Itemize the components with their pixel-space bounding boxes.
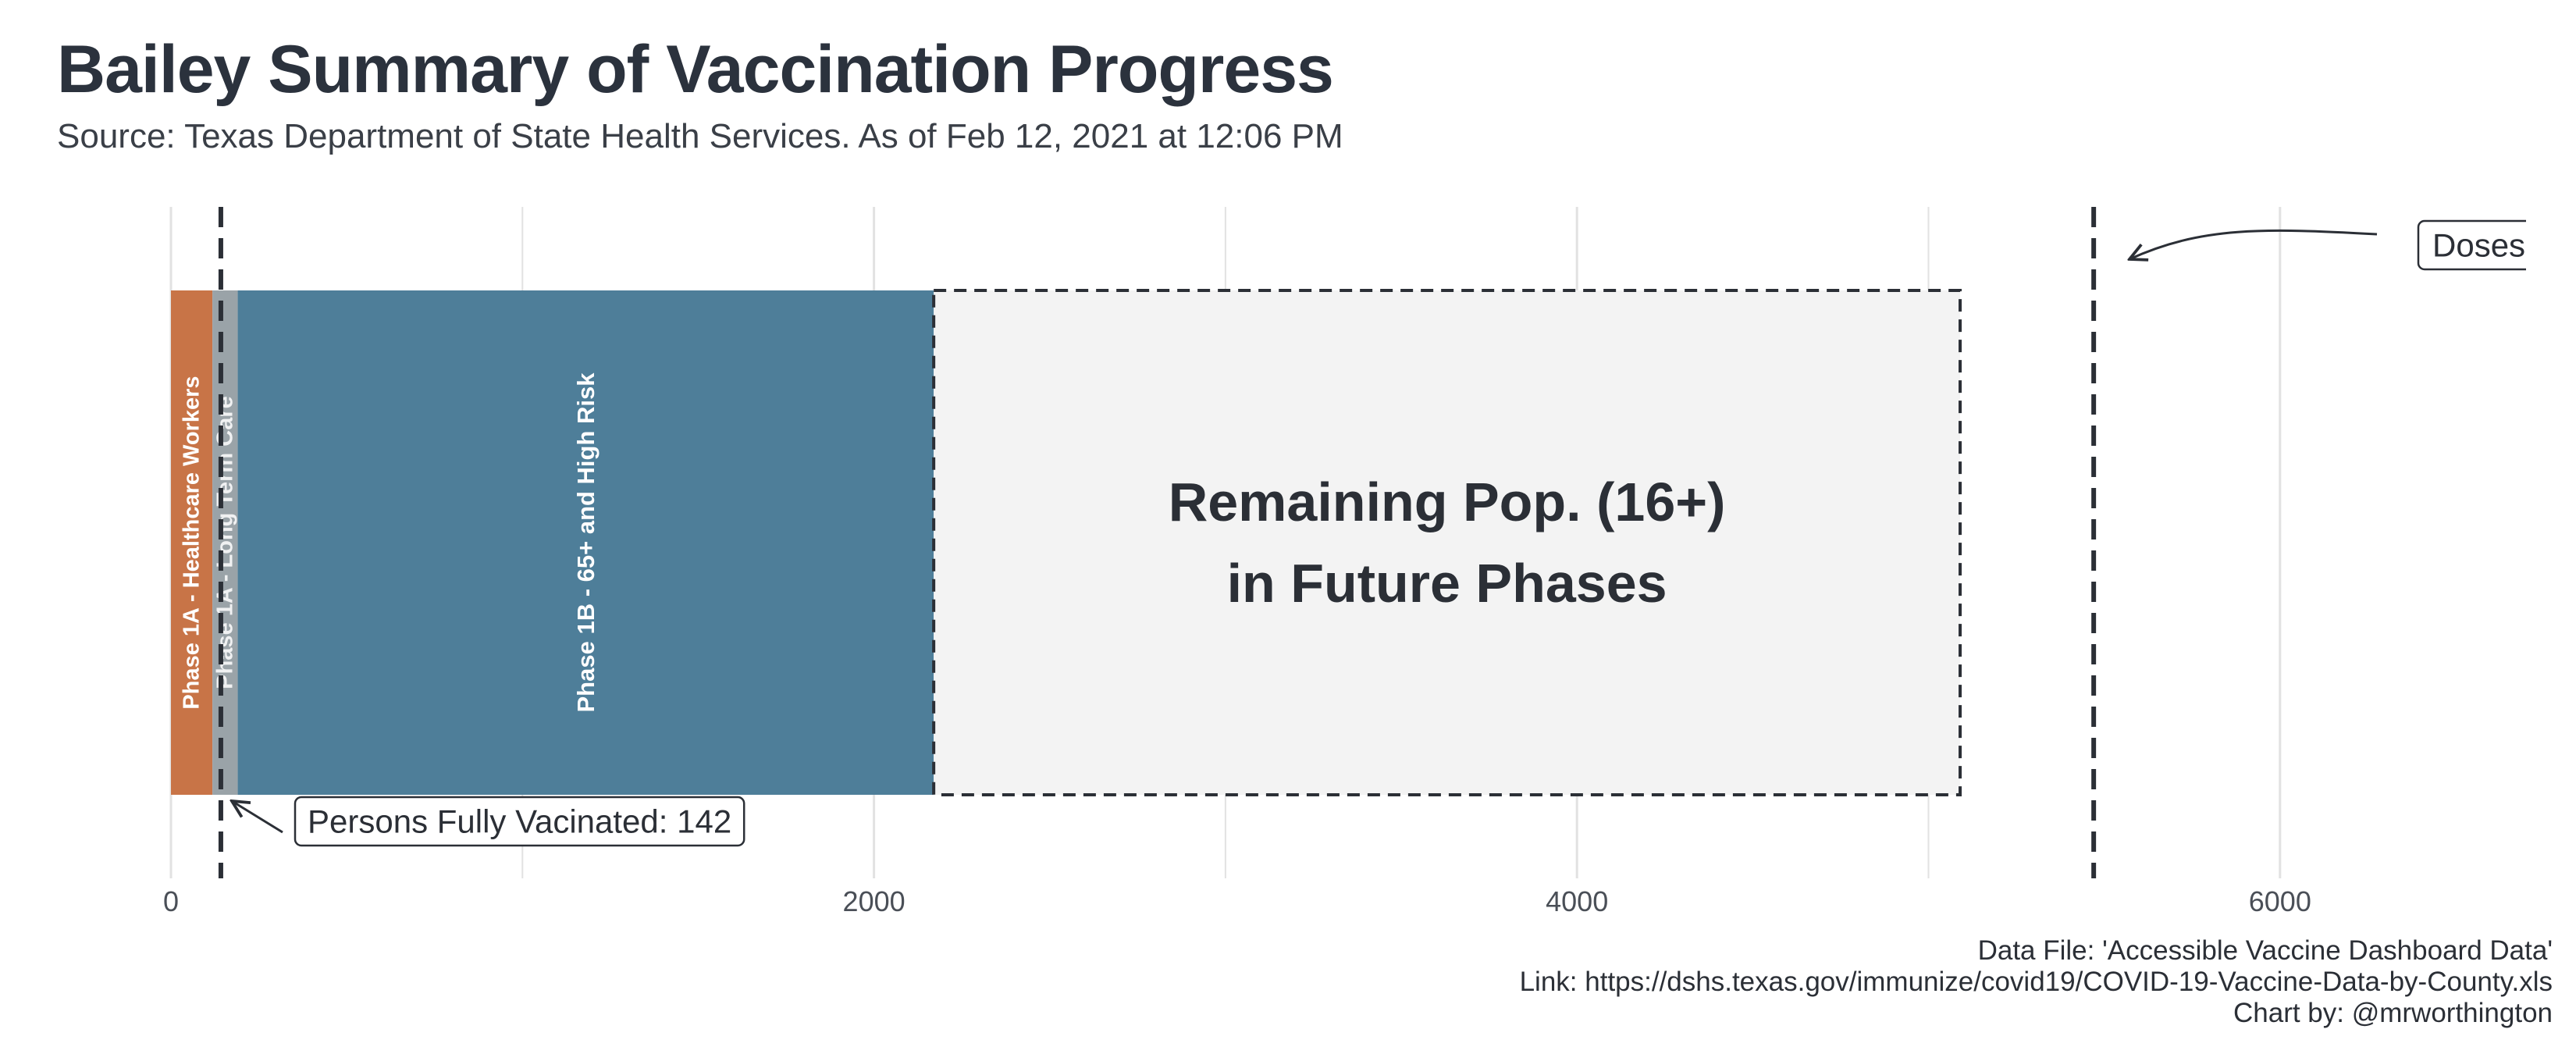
caption-link: Link: https://dshs.texas.gov/immunize/co… xyxy=(1519,967,2553,997)
caption-credit: Chart by: @mrworthington xyxy=(2233,998,2553,1028)
bar-segment-2 xyxy=(212,290,238,795)
chart-title: Bailey Summary of Vaccination Progress xyxy=(57,32,1334,107)
doses-annotation-box xyxy=(2417,219,2526,271)
remaining-label-line-2: in Future Phases xyxy=(1227,553,1667,614)
fully-vaccinated-annotation: Persons Fully Vacinated: 142 xyxy=(294,796,745,847)
fully-vaccinated-annotation-text: Persons Fully Vacinated: 142 xyxy=(308,803,731,840)
segment-label-2: Phase 1A - Long Term Care xyxy=(212,396,237,689)
chart-subtitle: Source: Texas Department of State Health… xyxy=(57,117,1343,155)
remaining-label-line-1: Remaining Pop. (16+) xyxy=(1169,472,1726,532)
segment-label-3: Phase 1B - 65+ and High Risk xyxy=(572,372,600,713)
segment-label-1: Phase 1A - Healthcare Workers xyxy=(180,376,205,709)
bar-segment-1 xyxy=(171,290,213,795)
bar-segment-3 xyxy=(237,290,934,795)
fully-vaccinated-arrow xyxy=(232,801,283,834)
caption-data-file: Data File: 'Accessible Vaccine Dashboard… xyxy=(1977,935,2553,966)
x-tick-label: 6000 xyxy=(2249,885,2311,917)
doses-annotation-clip: Doses xyxy=(2417,219,2526,271)
bar-segment-4 xyxy=(932,289,1962,796)
doses-arrow xyxy=(2129,229,2378,259)
fully-vaccinated-annotation-box xyxy=(294,796,745,847)
doses-annotation-text: Doses xyxy=(2432,227,2525,264)
x-tick-label: 4000 xyxy=(1546,885,1608,917)
doses-annotation: Doses xyxy=(2417,219,2526,271)
x-tick-label: 2000 xyxy=(843,885,906,917)
x-tick-label: 0 xyxy=(163,885,179,917)
